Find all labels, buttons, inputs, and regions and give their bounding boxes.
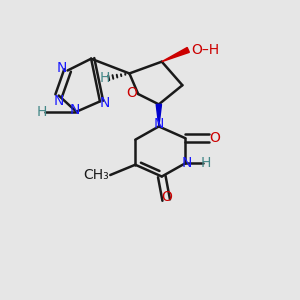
Polygon shape <box>156 104 161 126</box>
Text: H: H <box>200 156 211 170</box>
Text: H: H <box>100 71 110 85</box>
Text: N: N <box>70 103 80 117</box>
Text: O: O <box>126 85 137 100</box>
Text: N: N <box>182 156 192 170</box>
Text: N: N <box>154 117 164 131</box>
Text: O: O <box>209 131 220 145</box>
Polygon shape <box>162 47 189 62</box>
Text: CH₃: CH₃ <box>83 168 109 182</box>
Text: N: N <box>99 96 110 110</box>
Text: N: N <box>53 94 64 108</box>
Text: N: N <box>57 61 68 75</box>
Text: O: O <box>161 190 172 204</box>
Text: O–H: O–H <box>191 43 219 57</box>
Text: H: H <box>37 105 47 119</box>
